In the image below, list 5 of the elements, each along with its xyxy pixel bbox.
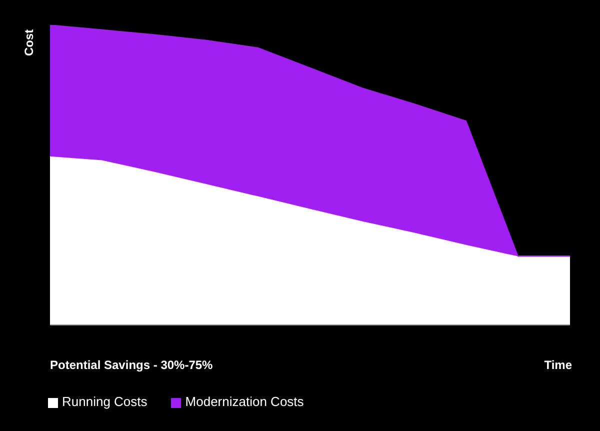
y-axis-title: Cost — [22, 29, 36, 56]
text: Potential Savings - 30%-75% — [50, 358, 213, 372]
x-axis-title: Time — [544, 358, 572, 372]
legend-label: Running Costs — [62, 394, 148, 409]
legend-label: Modernization Costs — [185, 394, 304, 409]
